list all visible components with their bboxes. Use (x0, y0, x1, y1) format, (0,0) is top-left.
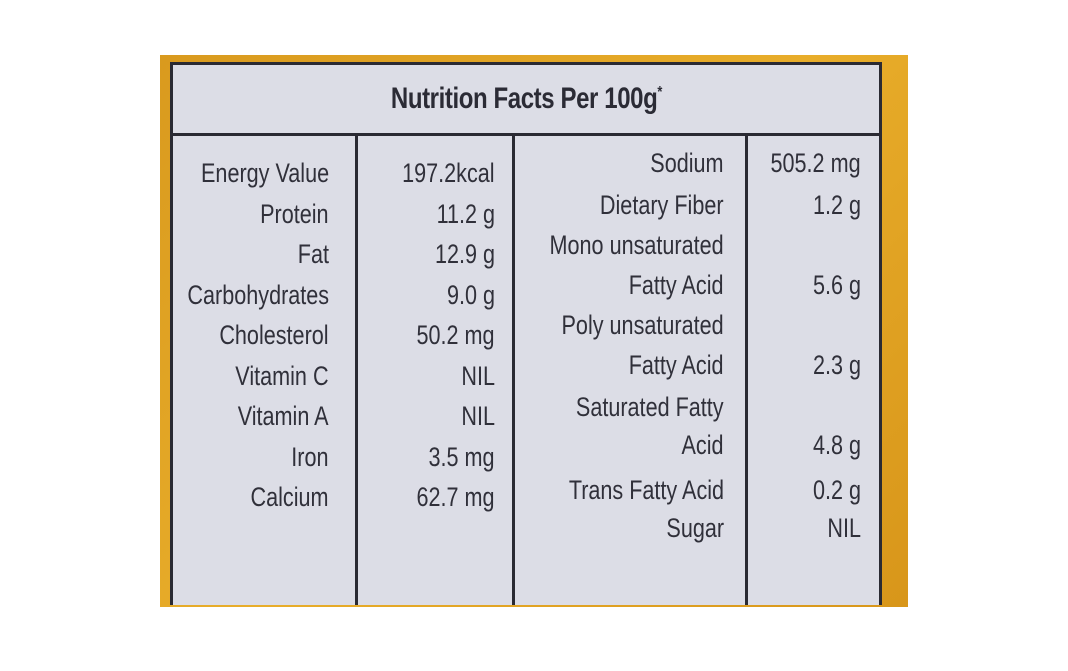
nutrient-name: Energy Value (200, 158, 329, 188)
nutrient-name: Carbohydrates (187, 279, 329, 310)
column-divider (745, 133, 748, 605)
nutrient-value: 3.5 mg (428, 441, 495, 472)
label-title: Nutrition Facts Per 100g* (390, 82, 661, 116)
nutrient-name: Vitamin C (235, 360, 329, 391)
nutrient-name: Protein (260, 198, 329, 229)
nutrient-value: 62.7 mg (416, 482, 495, 512)
nutrient-value: 2.3 g (812, 350, 861, 380)
nutrient-value: 0.2 g (812, 475, 861, 505)
nutrient-name: Poly unsaturated (561, 310, 724, 340)
nutrient-value: NIL (461, 360, 495, 391)
nutrient-value: 50.2 mg (416, 320, 495, 350)
nutrient-value: 197.2kcal (402, 158, 495, 188)
column-divider (355, 133, 358, 605)
nutrient-value: 9.0 g (446, 279, 495, 310)
nutrient-value: 505.2 mg (770, 148, 861, 178)
column-divider (512, 133, 515, 605)
nutrient-name: Sodium (650, 148, 724, 178)
nutrient-name: Vitamin A (238, 401, 329, 431)
label-header: Nutrition Facts Per 100g* (173, 65, 879, 136)
nutrient-value: 4.8 g (812, 430, 861, 460)
nutrient-name: Calcium (250, 482, 329, 512)
nutrient-name: Trans Fatty Acid (568, 475, 724, 505)
nutrient-value: NIL (461, 401, 495, 431)
nutrient-value: 12.9 g (434, 239, 495, 269)
title-text: Nutrition Facts Per 100g (390, 82, 657, 115)
nutrient-name: Saturated Fatty (576, 392, 724, 422)
nutrient-name: Cholesterol (219, 320, 329, 350)
nutrient-name: Fatty Acid (629, 270, 724, 300)
nutrient-value: NIL (827, 513, 861, 543)
nutrient-name: Fat (297, 239, 329, 269)
nutrition-facts-label: Nutrition Facts Per 100g* Energy Value 19… (170, 62, 882, 605)
nutrient-name: Mono unsaturated (549, 230, 724, 260)
nutrient-name: Fatty Acid (629, 350, 724, 380)
nutrient-name: Dietary Fiber (600, 190, 724, 220)
nutrient-name: Acid (681, 430, 724, 460)
nutrient-name: Iron (291, 441, 329, 472)
nutrient-name: Sugar (666, 513, 724, 543)
nutrient-value: 1.2 g (812, 190, 861, 220)
nutrient-value: 11.2 g (436, 198, 495, 229)
nutrient-value: 5.6 g (812, 270, 861, 300)
title-asterisk: * (656, 84, 662, 101)
